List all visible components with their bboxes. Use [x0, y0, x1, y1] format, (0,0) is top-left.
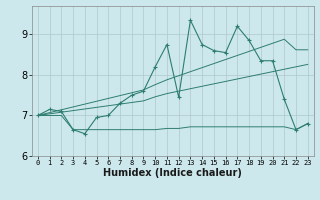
X-axis label: Humidex (Indice chaleur): Humidex (Indice chaleur) — [103, 168, 242, 178]
